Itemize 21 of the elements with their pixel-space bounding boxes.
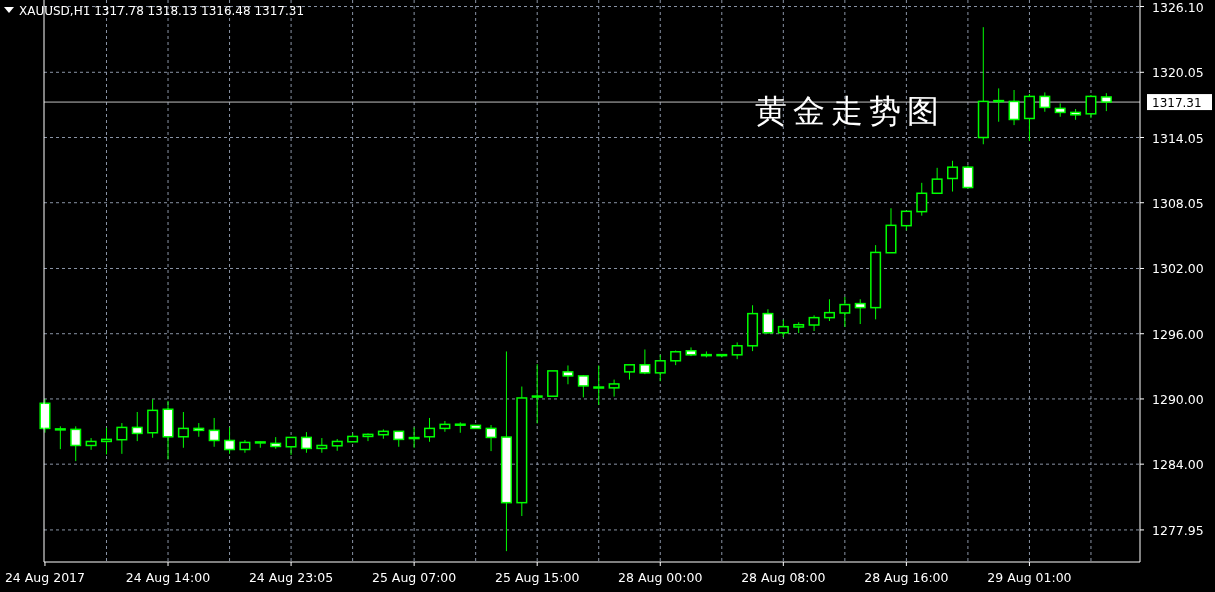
y-tick-label: 1314.05 [1152,130,1204,146]
y-tick-label: 1284.00 [1152,457,1204,473]
x-tick-label: 28 Aug 00:00 [618,570,703,585]
x-tick-label: 29 Aug 01:00 [987,570,1072,585]
y-tick-label: 1290.00 [1152,391,1204,407]
annotation: 黄金走势图 [755,92,945,130]
y-tick-label: 1320.05 [1152,65,1204,81]
y-tick-label: 1326.10 [1152,0,1204,15]
x-tick-label: 24 Aug 2017 [4,570,85,585]
x-tick-label: 28 Aug 16:00 [864,570,949,585]
chart-title: XAUUSD,H1 1317.78 1318.13 1316.48 1317.31 [19,4,305,18]
x-tick-label: 24 Aug 14:00 [125,570,211,585]
x-tick-label: 24 Aug 23:05 [248,570,334,585]
y-tick-label: 1277.95 [1152,522,1204,538]
y-tick-label: 1296.00 [1152,326,1204,342]
ref-label: 1317.31 [1152,96,1202,111]
x-tick-label: 28 Aug 08:00 [741,570,826,585]
x-tick-label: 25 Aug 07:00 [371,570,457,585]
x-tick-label: 25 Aug 15:00 [495,570,580,585]
y-tick-label: 1302.00 [1152,261,1204,277]
y-tick-label: 1308.05 [1152,195,1204,211]
